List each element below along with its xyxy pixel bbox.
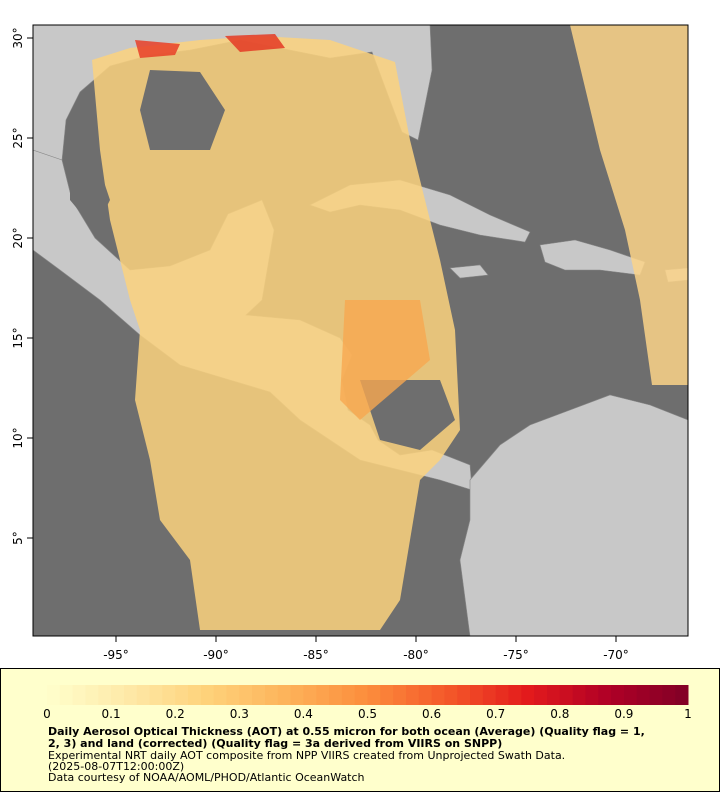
colorbar-label: 1 xyxy=(684,707,692,721)
colorbar-cell xyxy=(508,685,522,705)
caption-title: 2, 3) and land (corrected) (Quality flag… xyxy=(48,737,502,750)
colorbar-cell xyxy=(162,685,176,705)
colorbar-cell xyxy=(316,685,330,705)
colorbar-label: 0.9 xyxy=(614,707,633,721)
caption-timestamp: (2025-08-07T12:00:00Z) xyxy=(48,760,184,773)
lat-label: 20° xyxy=(11,227,25,248)
lon-label: -95° xyxy=(103,648,129,662)
colorbar-cell xyxy=(47,685,61,705)
map-ticks: -95° -90° -85° -80° -75° -70° 30° 25° 20° 15° 10° 5… xyxy=(11,27,629,662)
map-frame xyxy=(32,24,689,637)
colorbar-cell xyxy=(418,685,433,705)
colorbar-cell xyxy=(585,685,599,705)
colorbar-label: 0.5 xyxy=(358,707,377,721)
colorbar-cell xyxy=(111,685,125,705)
swath-east xyxy=(570,25,688,385)
colorbar-label: 0.6 xyxy=(422,707,441,721)
colorbar-cell xyxy=(200,685,215,705)
aot-swaths xyxy=(70,25,688,630)
colorbar-cell xyxy=(380,685,394,705)
colorbar-cell xyxy=(213,685,227,705)
lat-label: 30° xyxy=(11,27,25,48)
colorbar-cell xyxy=(277,685,292,705)
colorbar-cell xyxy=(546,685,561,705)
colorbar-cell xyxy=(149,685,163,705)
high-aot xyxy=(340,300,430,420)
lon-label: -75° xyxy=(503,648,529,662)
colorbar-cell xyxy=(675,685,689,705)
caption-description: Experimental NRT daily AOT composite fro… xyxy=(48,749,565,762)
lat-label: 25° xyxy=(11,127,25,148)
colorbar-cell xyxy=(59,685,74,705)
colorbar-cell xyxy=(303,685,317,705)
colorbar-cell xyxy=(457,685,471,705)
colorbar-cell xyxy=(572,685,586,705)
colorbar-cell xyxy=(662,685,676,705)
colorbar-cell xyxy=(329,685,343,705)
colorbar-label: 0 xyxy=(43,707,51,721)
colorbar-label: 0.4 xyxy=(294,707,313,721)
colorbar-cell xyxy=(239,685,253,705)
caption-title: Daily Aerosol Optical Thickness (AOT) at… xyxy=(48,725,645,738)
colorbar-cell xyxy=(534,685,548,705)
colorbar-cell xyxy=(123,685,138,705)
colorbar-cell xyxy=(482,685,497,705)
colorbar-label: 0.1 xyxy=(102,707,121,721)
colorbar-cell xyxy=(623,685,638,705)
lon-label: -80° xyxy=(403,648,429,662)
caption-credit: Data courtesy of NOAA/AOML/PHOD/Atlantic… xyxy=(48,771,365,784)
colorbar-cell xyxy=(470,685,484,705)
colorbar-cell xyxy=(354,685,368,705)
jamaica xyxy=(449,264,489,279)
colorbar-cell xyxy=(264,685,279,705)
colorbar-cell xyxy=(341,685,356,705)
colorbar-cell xyxy=(598,685,612,705)
colorbar-cell xyxy=(649,685,663,705)
colorbar-cell xyxy=(136,685,151,705)
lon-label: -85° xyxy=(303,648,329,662)
colorbar-cell xyxy=(521,685,535,705)
cloud-gap xyxy=(70,130,110,230)
colorbar-label: 0.8 xyxy=(550,707,569,721)
colorbar-label: 0.2 xyxy=(166,707,185,721)
colorbar-cell xyxy=(252,685,266,705)
lon-label: -90° xyxy=(203,648,229,662)
lat-label: 5° xyxy=(11,531,25,545)
colorbar-cell xyxy=(495,685,510,705)
colorbar-cell xyxy=(85,685,99,705)
colorbar-cell xyxy=(188,685,202,705)
colorbar-cell xyxy=(444,685,458,705)
colorbar-cell xyxy=(72,685,86,705)
colorbar-cell xyxy=(98,685,112,705)
lat-label: 10° xyxy=(11,427,25,448)
south-america xyxy=(459,394,688,636)
high-aot xyxy=(225,34,285,52)
colorbar-cell xyxy=(175,685,189,705)
colorbar-cell xyxy=(226,685,240,705)
colorbar-cell xyxy=(290,685,304,705)
lat-label: 15° xyxy=(11,327,25,348)
swath-west xyxy=(92,36,460,630)
colorbar-cell xyxy=(393,685,407,705)
colorbar-label: 0.7 xyxy=(486,707,505,721)
colorbar-cell xyxy=(611,685,625,705)
colorbar-cell xyxy=(367,685,381,705)
colorbar-cell xyxy=(559,685,574,705)
colorbar-cell xyxy=(431,685,445,705)
cloud-gap xyxy=(140,70,225,150)
map-area xyxy=(33,25,688,636)
colorbar-label: 0.3 xyxy=(230,707,249,721)
colorbar-cell xyxy=(405,685,420,705)
lon-label: -70° xyxy=(603,648,629,662)
colorbar: 0 0.1 0.2 0.3 0.4 0.5 0.6 0.7 0.8 0.9 1 xyxy=(43,685,692,721)
colorbar-cell xyxy=(636,685,651,705)
high-aot xyxy=(135,40,180,58)
